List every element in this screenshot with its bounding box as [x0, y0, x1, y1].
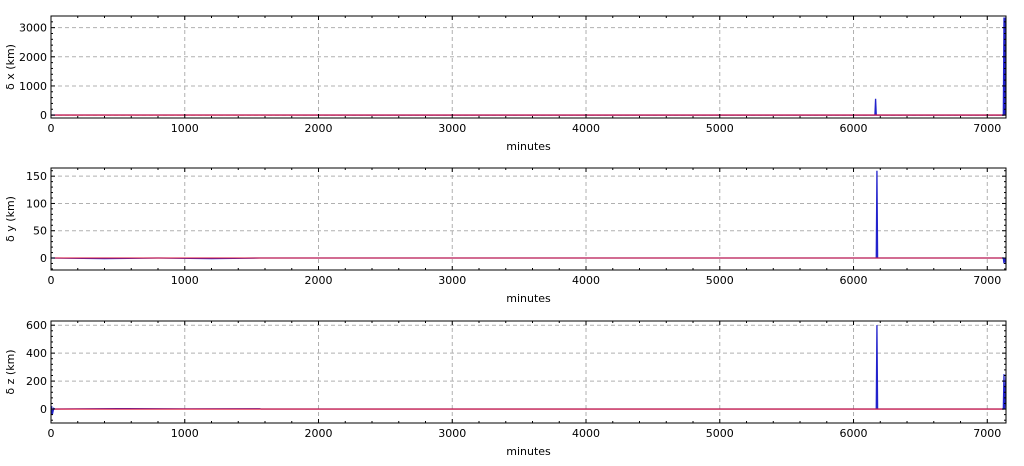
x-tick-label: 3000: [438, 274, 466, 287]
x-tick-label: 4000: [572, 427, 600, 440]
x-tick-label: 3000: [438, 122, 466, 135]
y-axis-label: δ z (km): [4, 349, 17, 394]
y-tick-label: 600: [26, 319, 47, 332]
y-tick-label: 200: [26, 375, 47, 388]
x-tick-label: 1000: [171, 274, 199, 287]
subplot-2: 0 1000 2000 3000 4000 5000 6000 7000 0 50 100 150 mi…: [4, 167, 1007, 305]
axes-frame: [50, 15, 1007, 119]
x-tick-label: 4000: [572, 274, 600, 287]
x-tick-label: 5000: [706, 122, 734, 135]
x-tick-label: 7000: [973, 122, 1001, 135]
x-tick-label: 2000: [305, 122, 333, 135]
subplot-1: 0 1000 2000 3000 4000 5000 6000 7000 0 1000 2000 30…: [4, 15, 1007, 153]
y-axis-label: δ x (km): [4, 44, 17, 90]
x-tick-label: 0: [48, 427, 55, 440]
x-tick-label: 6000: [840, 274, 868, 287]
x-tick-label: 2000: [305, 427, 333, 440]
series-line-1: [51, 170, 1006, 264]
x-tick-label: 4000: [572, 122, 600, 135]
x-tick-label: 1000: [171, 122, 199, 135]
subplot-3: 0 1000 2000 3000 4000 5000 6000 7000 0 200 400 600 m…: [4, 319, 1007, 458]
x-tick-label: 3000: [438, 427, 466, 440]
y-tick-label: 2000: [19, 51, 47, 64]
y-tick-label: 50: [33, 225, 47, 238]
x-tick-label: 6000: [840, 427, 868, 440]
y-tick-label: 3000: [19, 22, 47, 35]
y-tick-label: 150: [26, 170, 47, 183]
series-line-1: [51, 325, 1006, 415]
x-tick-label: 7000: [973, 427, 1001, 440]
x-tick-label: 2000: [305, 274, 333, 287]
y-tick-label: 0: [40, 403, 47, 416]
axes-frame: [50, 167, 1007, 271]
x-axis-label: minutes: [506, 140, 551, 153]
x-tick-label: 1000: [171, 427, 199, 440]
y-tick-label: 0: [40, 109, 47, 122]
x-axis-label: minutes: [506, 292, 551, 305]
y-axis-label: δ y (km): [4, 196, 17, 242]
x-tick-label: 7000: [973, 274, 1001, 287]
x-tick-label: 6000: [840, 122, 868, 135]
y-tick-label: 100: [26, 197, 47, 210]
x-tick-label: 0: [48, 274, 55, 287]
axes-frame: [50, 320, 1007, 424]
y-tick-label: 0: [40, 252, 47, 265]
series-line-1: [51, 17, 1006, 116]
x-tick-label: 5000: [706, 427, 734, 440]
x-axis-label: minutes: [506, 445, 551, 458]
x-tick-label: 5000: [706, 274, 734, 287]
y-tick-label: 400: [26, 347, 47, 360]
y-tick-label: 1000: [19, 80, 47, 93]
x-tick-label: 0: [48, 122, 55, 135]
